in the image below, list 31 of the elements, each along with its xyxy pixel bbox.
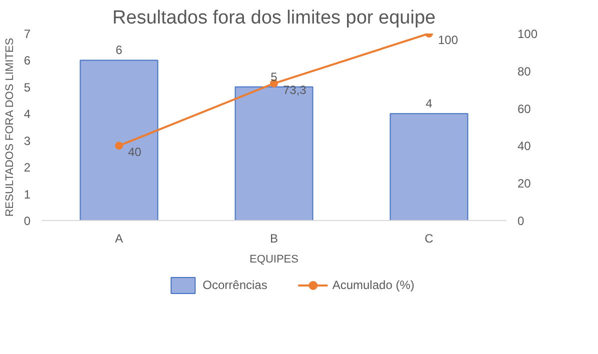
legend-label: Ocorrências [202,278,268,292]
data-label: 100 [438,33,458,47]
y-axis-title: RESULTADOS FORA DOS LIMITES [4,38,16,217]
legend-label: Acumulado (%) [332,278,414,292]
data-label: 40 [128,145,142,160]
x-tick-label: A [115,232,124,246]
bar [234,86,314,220]
data-label: 4 [426,96,433,111]
point [115,142,123,150]
y-tick-label: 7 [24,27,31,41]
data-label: 73,3 [283,82,307,97]
y-tick-label: 5 [24,80,31,94]
y2-tick-label: 60 [518,102,532,116]
y2-tick-label: 80 [518,64,532,78]
y2-tick-label: 40 [518,139,532,154]
bar [80,60,158,220]
y2-tick-label: 20 [518,176,532,191]
y2-tick-label: 0 [518,214,524,228]
data-label: 6 [116,43,123,58]
y-tick-label: 2 [24,160,31,175]
y-tick-label: 1 [24,187,31,202]
y2-tick-label: 100 [518,27,538,41]
x-tick-label: C [424,232,434,246]
bar [390,113,468,220]
y-tick-label: 0 [24,214,31,228]
chart-title: Resultados fora dos limites por equipe [112,8,436,28]
y-tick-label: 4 [24,107,31,122]
y-tick-label: 6 [24,54,31,68]
x-axis-title: EQUIPES [250,254,298,266]
x-tick-label: B [270,232,278,246]
y-tick-label: 3 [24,134,31,148]
